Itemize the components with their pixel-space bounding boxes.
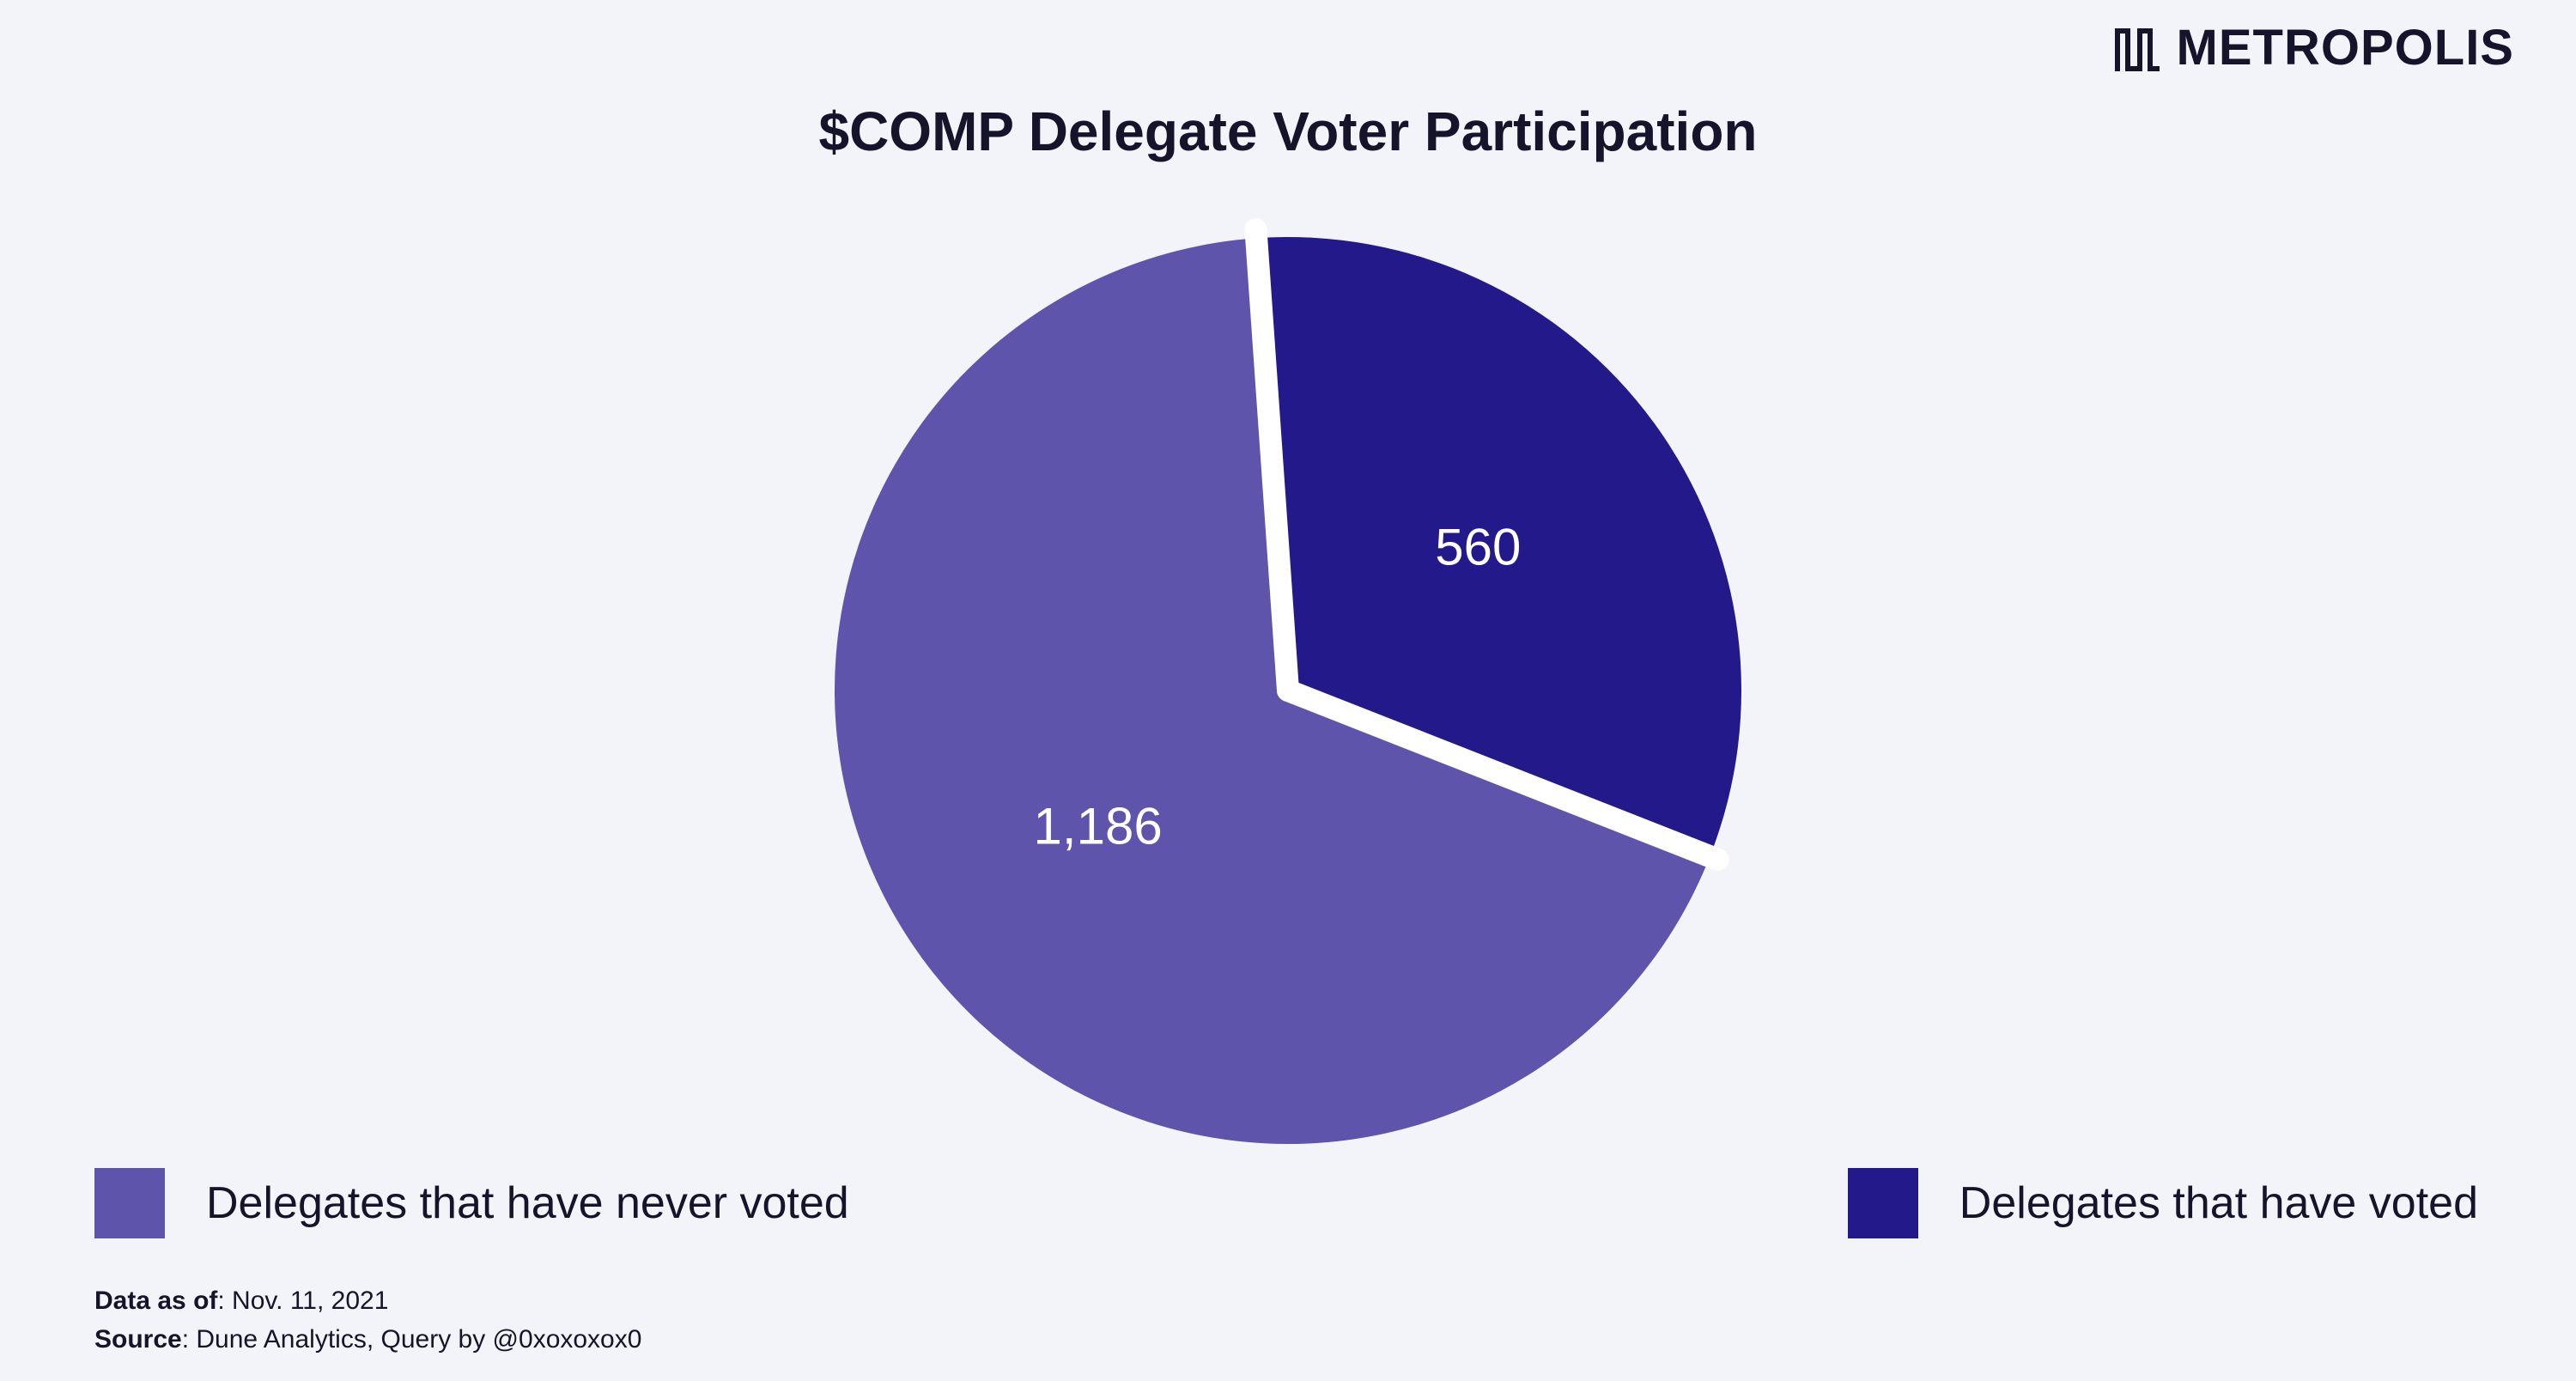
legend-label-never-voted: Delegates that have never voted bbox=[206, 1178, 849, 1228]
legend-swatch-never-voted bbox=[94, 1168, 165, 1238]
data-as-of-value: : Nov. 11, 2021 bbox=[217, 1287, 389, 1315]
source-label: Source bbox=[94, 1325, 182, 1354]
pie-separator-0 bbox=[1244, 218, 1299, 702]
source-note: Source: Dune Analytics, Query by @0xoxox… bbox=[94, 1325, 641, 1354]
source-value: : Dune Analytics, Query by @0xoxoxox0 bbox=[181, 1325, 642, 1354]
pie-slices bbox=[835, 237, 1741, 1145]
pie-slice-delegates-that-have-voted bbox=[1256, 237, 1741, 857]
data-as-of-note: Data as of: Nov. 11, 2021 bbox=[94, 1287, 388, 1316]
brand-name: METROPOLIS bbox=[2176, 20, 2514, 76]
legend-item-never-voted: Delegates that have never voted bbox=[94, 1168, 849, 1238]
data-as-of-label: Data as of bbox=[94, 1287, 218, 1315]
metropolis-m-logo-icon bbox=[2114, 27, 2160, 71]
pie-label-delegates-that-have-never-voted: 1,186 bbox=[1034, 797, 1163, 855]
brand-logo: METROPOLIS bbox=[2111, 19, 2514, 76]
pie-label-delegates-that-have-voted: 560 bbox=[1435, 518, 1521, 575]
pie-separator-1 bbox=[1277, 679, 1729, 871]
chart-title: $COMP Delegate Voter Participation bbox=[818, 100, 1758, 162]
legend-label-voted: Delegates that have voted bbox=[1959, 1178, 2478, 1228]
pie-slice-delegates-that-have-never-voted bbox=[835, 238, 1710, 1145]
pie-separators bbox=[1244, 218, 1729, 871]
legend-swatch-voted bbox=[1847, 1168, 1918, 1238]
legend-item-voted: Delegates that have voted bbox=[1847, 1168, 2478, 1238]
pie-labels: 560 1,186 bbox=[1034, 518, 1522, 855]
